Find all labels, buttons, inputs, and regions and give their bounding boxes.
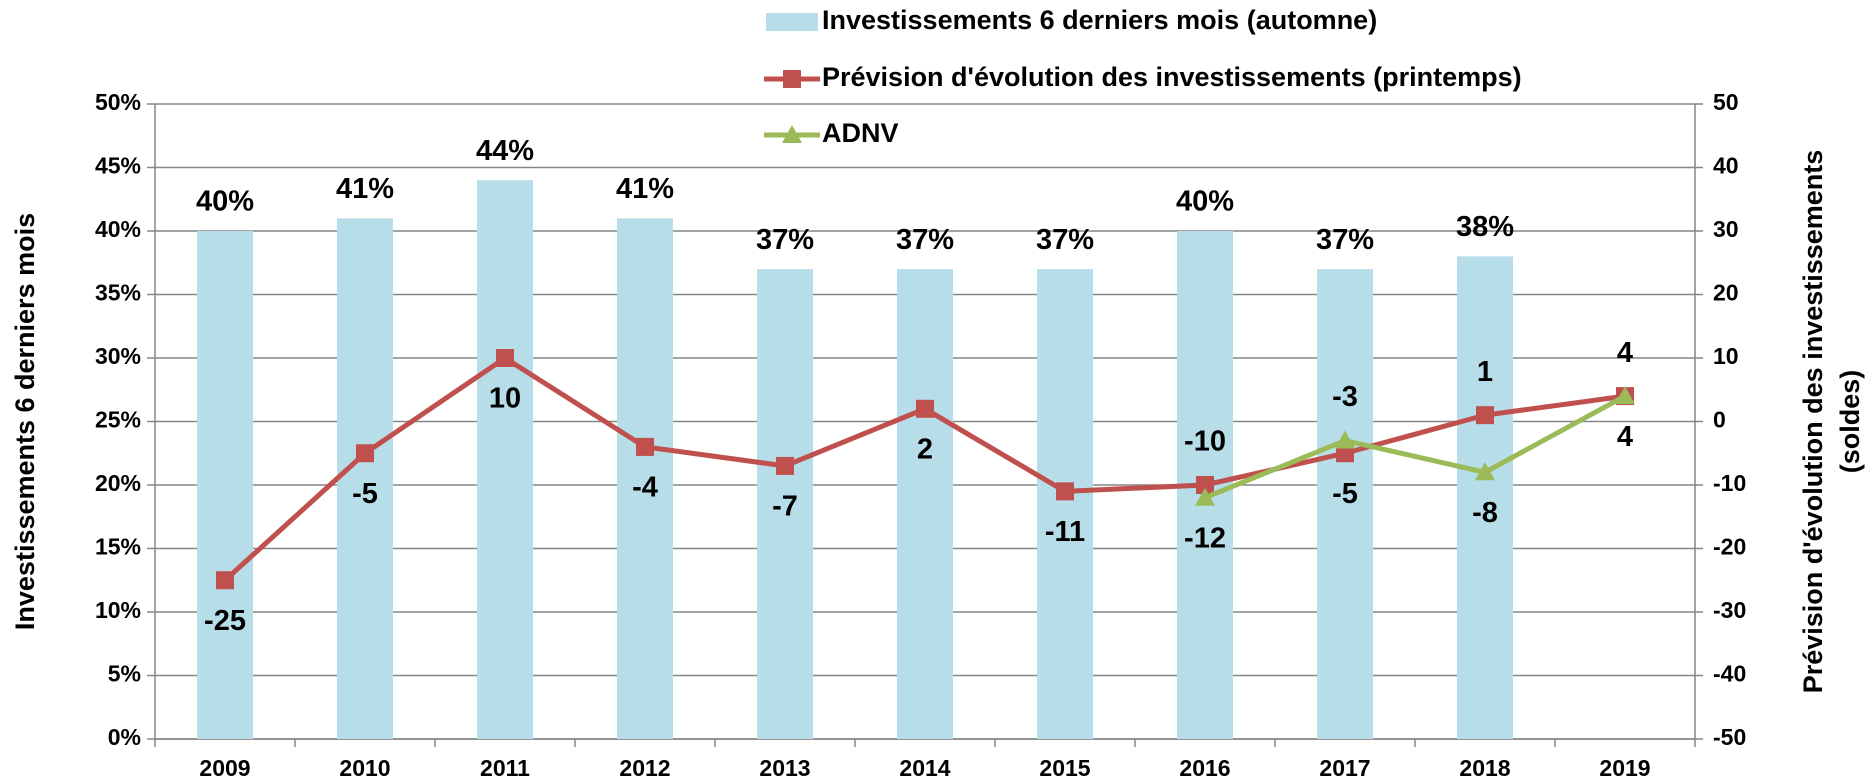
data-label: 38% [1456,211,1514,243]
data-label: 4 [1617,337,1633,369]
marker [782,125,802,143]
marker [496,349,514,367]
marker [1196,476,1214,494]
marker [916,399,934,418]
bar [757,269,813,739]
data-label: 44% [476,135,534,167]
legend-label: Investissements 6 derniers mois (automne… [822,5,1377,35]
data-label: -8 [1472,497,1498,529]
y-tick-label: 25% [95,407,141,433]
data-label: 37% [1036,224,1094,256]
data-label: 10 [489,383,521,415]
bar [617,218,673,740]
y2-tick-label: -30 [1713,597,1746,623]
y2-tick-label: 50 [1713,89,1739,115]
marker [216,571,234,590]
x-tick-label: 2015 [1039,755,1090,781]
data-label: 1 [1477,356,1493,388]
y-tick-label: 35% [95,280,141,306]
y2-tick-label: 0 [1713,407,1726,433]
y2-tick-label: 20 [1713,280,1739,306]
marker [1476,406,1494,425]
y-tick-label: 15% [95,534,141,560]
marker [1336,444,1354,463]
x-tick-label: 2018 [1459,755,1510,781]
y-axis-title: Investissements 6 derniers mois [10,213,40,630]
data-label: -4 [632,472,658,504]
marker [1615,386,1635,405]
y2-tick-label: -20 [1713,534,1746,560]
bar [1317,269,1373,739]
x-tick-label: 2010 [339,755,390,781]
y2-axis-title: (soldes) [1835,370,1865,474]
data-label: 41% [616,173,674,205]
x-tick-label: 2013 [759,755,810,781]
y-tick-label: 50% [95,89,141,115]
y2-tick-label: -10 [1713,470,1746,496]
data-label: 40% [1176,186,1234,218]
data-label: 37% [1316,224,1374,256]
marker [1056,482,1074,501]
x-tick-label: 2016 [1179,755,1230,781]
data-label: 4 [1617,421,1633,453]
x-tick-label: 2014 [899,755,950,781]
bar [197,231,253,739]
y2-tick-label: -50 [1713,724,1746,750]
y-tick-label: 5% [108,661,141,687]
marker [1335,430,1355,449]
data-label: 40% [196,186,254,218]
legend-label: Prévision d'évolution des investissement… [822,62,1522,92]
data-label: -25 [204,605,246,637]
y2-tick-label: 30 [1713,216,1739,242]
x-tick-label: 2019 [1599,755,1650,781]
line [1204,393,1627,501]
data-label: -5 [352,478,378,510]
bar [1037,269,1093,739]
y2-axis-title: Prévision d'évolution des investissement… [1798,150,1828,694]
data-label: -11 [1045,516,1085,548]
x-tick-label: 2012 [619,755,670,781]
y-tick-label: 40% [95,216,141,242]
data-label: -3 [1332,381,1358,413]
data-label: 2 [917,433,933,465]
legend-swatch [766,13,818,31]
x-tick-label: 2009 [199,755,250,781]
y-tick-label: 0% [108,724,141,750]
data-label: -7 [772,491,798,523]
marker [636,437,654,456]
data-label: 41% [336,173,394,205]
marker [776,456,794,475]
bar [897,269,953,739]
data-label: 37% [756,224,814,256]
data-label: -5 [1332,478,1358,510]
x-tick-label: 2017 [1319,755,1370,781]
marker [1475,462,1495,481]
y-tick-label: 45% [95,153,141,179]
y2-tick-label: -40 [1713,661,1746,687]
y-tick-label: 20% [95,470,141,496]
data-label: -12 [1184,522,1226,554]
bar [477,180,533,739]
bar [337,218,393,740]
marker [356,444,374,463]
y2-tick-label: 10 [1713,343,1739,369]
bar [1457,256,1513,739]
marker [1195,487,1215,506]
data-label: 37% [896,224,954,256]
y-tick-label: 10% [95,597,141,623]
data-label: -10 [1184,426,1226,458]
marker [783,70,801,88]
y2-tick-label: 40 [1713,153,1739,179]
legend-label: ADNV [822,118,899,148]
x-tick-label: 2011 [480,755,530,781]
y-tick-label: 30% [95,343,141,369]
